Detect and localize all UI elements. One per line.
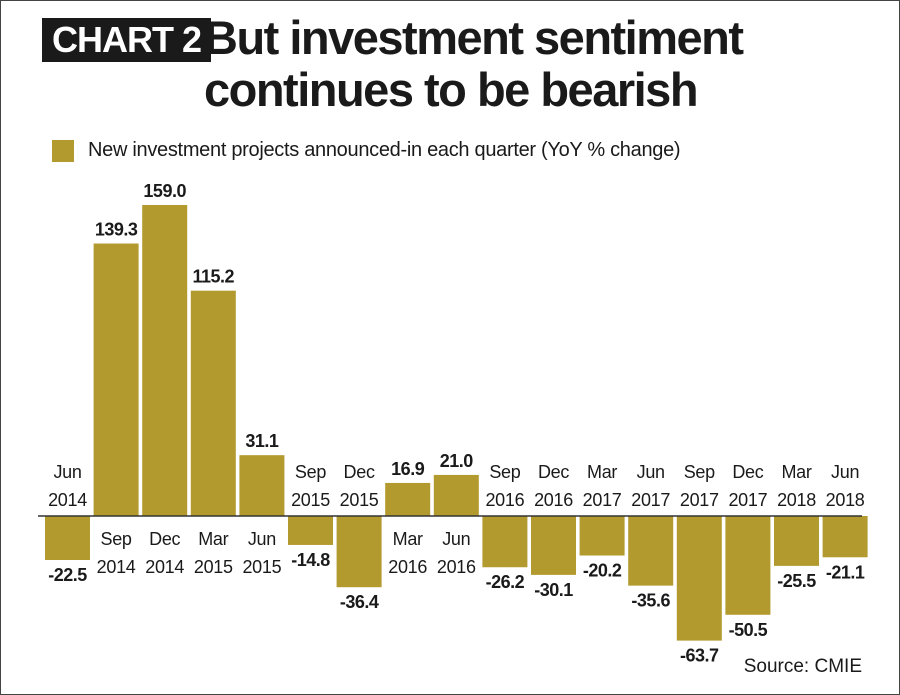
tick-label-year: 2016 (437, 557, 476, 577)
data-label: -22.5 (48, 565, 87, 585)
bar (579, 516, 625, 556)
tick-label-month: Jun (637, 462, 665, 482)
bar (190, 290, 236, 516)
data-label: -30.1 (534, 580, 573, 600)
legend-label: New investment projects announced-in eac… (88, 139, 681, 161)
bar (676, 516, 722, 641)
chart-title: But investment sentiment continues to be… (204, 11, 744, 116)
tick-label-month: Sep (489, 462, 520, 482)
tick-label-month: Sep (684, 462, 715, 482)
tick-label-year: 2015 (340, 490, 379, 510)
data-label: 159.0 (143, 181, 186, 201)
data-label: -50.5 (729, 620, 768, 640)
tick-label-year: 2016 (388, 557, 427, 577)
data-label: -20.2 (583, 561, 622, 581)
data-label: 31.1 (245, 431, 279, 451)
tick-label-year: 2018 (777, 490, 816, 510)
tick-label-month: Jun (442, 529, 470, 549)
legend: New investment projects announced-in eac… (52, 139, 681, 162)
data-label: -35.6 (631, 591, 670, 611)
tick-label-month: Dec (149, 529, 180, 549)
data-label: -21.1 (826, 562, 865, 582)
bar (774, 516, 819, 566)
tick-label-year: 2015 (291, 490, 330, 510)
tick-label-year: 2018 (826, 490, 865, 510)
bar (288, 516, 333, 545)
tick-label-month: Mar (587, 462, 617, 482)
data-label: 115.2 (193, 267, 235, 287)
tick-label-month: Sep (295, 462, 326, 482)
tick-label-month: Dec (344, 462, 375, 482)
data-label: -63.7 (680, 646, 719, 666)
tick-label-month: Jun (831, 462, 859, 482)
data-label: -25.5 (777, 571, 816, 591)
tick-label-month: Dec (732, 462, 763, 482)
bar (433, 474, 479, 516)
data-label: 139.3 (95, 220, 138, 240)
bar (45, 516, 90, 561)
tick-label-year: 2014 (145, 557, 184, 577)
bar (482, 516, 528, 568)
tick-label-month: Mar (393, 529, 423, 549)
bar (822, 516, 868, 558)
tick-label-month: Dec (538, 462, 569, 482)
tick-label-year: 2016 (534, 490, 573, 510)
bar (142, 204, 188, 516)
data-label: -14.8 (291, 550, 330, 570)
bar (93, 243, 139, 516)
bar (628, 516, 674, 586)
bar (531, 516, 576, 575)
bar (385, 482, 431, 516)
tick-label-month: Mar (781, 462, 811, 482)
tick-label-year: 2016 (485, 490, 524, 510)
tick-label-month: Mar (198, 529, 228, 549)
bar (239, 455, 285, 516)
bar (336, 516, 382, 588)
tick-label-year: 2015 (194, 557, 233, 577)
legend-swatch (52, 139, 74, 162)
tick-label-year: 2017 (583, 490, 622, 510)
tick-label-month: Jun (248, 529, 276, 549)
data-label: -26.2 (486, 572, 525, 592)
data-label: 16.9 (391, 459, 425, 479)
chart-number-tag: CHART 2 (42, 18, 212, 62)
source-note: Source: CMIE (743, 656, 862, 677)
data-label: -36.4 (340, 592, 379, 612)
tick-label-year: 2017 (728, 490, 767, 510)
bar (725, 516, 771, 615)
tick-label-month: Sep (101, 529, 132, 549)
tick-label-year: 2014 (48, 490, 87, 510)
tick-label-year: 2017 (680, 490, 719, 510)
tick-label-month: Jun (53, 462, 81, 482)
tick-label-year: 2015 (242, 557, 281, 577)
data-label: 21.0 (440, 451, 474, 471)
tick-label-year: 2014 (97, 557, 136, 577)
tick-label-year: 2017 (631, 490, 670, 510)
